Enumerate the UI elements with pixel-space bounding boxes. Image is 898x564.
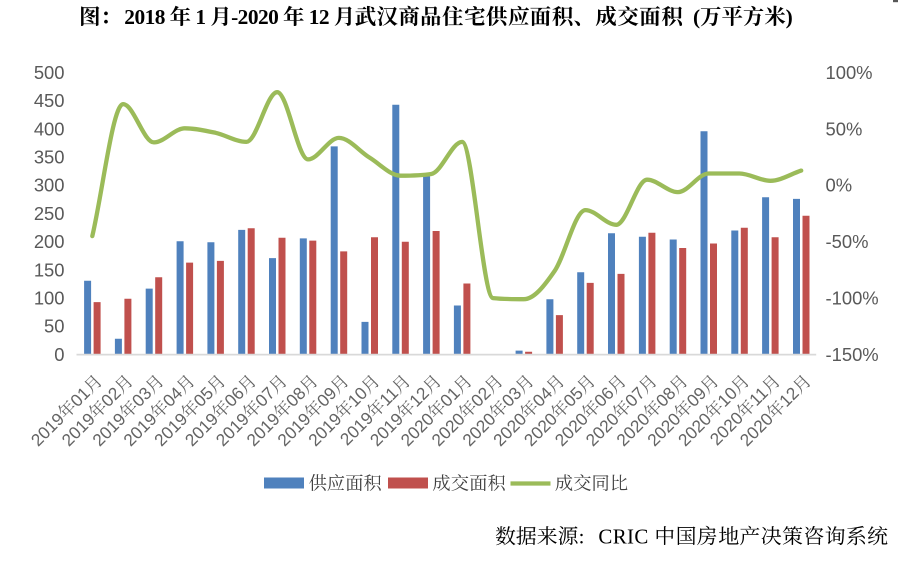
- svg-text:50%: 50%: [826, 118, 863, 139]
- svg-text:450: 450: [34, 90, 65, 111]
- svg-text:0%: 0%: [826, 175, 853, 196]
- svg-text:500: 500: [34, 62, 65, 83]
- svg-text:-150%: -150%: [826, 344, 879, 365]
- svg-text:300: 300: [34, 175, 65, 196]
- svg-text:供应面积: 供应面积: [309, 474, 382, 494]
- svg-text:350: 350: [34, 147, 65, 168]
- svg-text:-50%: -50%: [826, 231, 869, 252]
- svg-text:数据来源:CRIC 中国房地产决策咨询系统: 数据来源: CRIC 中国房地产决策咨询系统: [495, 525, 889, 549]
- svg-text:图：2018 年 1 月-2020 年 12 月武汉商品住宅: 图： 2018 年 1 月-2020 年 12 月武汉商品住宅供应面积、成交面积(…: [79, 5, 793, 29]
- svg-text:50: 50: [44, 316, 64, 337]
- svg-text:-100%: -100%: [826, 288, 879, 309]
- svg-text:400: 400: [34, 118, 65, 139]
- svg-text:200: 200: [34, 231, 65, 252]
- svg-text:成交面积: 成交面积: [433, 474, 506, 494]
- svg-text:250: 250: [34, 203, 65, 224]
- svg-text:150: 150: [34, 259, 65, 280]
- svg-text:成交同比: 成交同比: [555, 474, 628, 494]
- svg-text:0: 0: [54, 344, 64, 365]
- svg-text:100: 100: [34, 288, 65, 309]
- svg-text:100%: 100%: [826, 62, 873, 83]
